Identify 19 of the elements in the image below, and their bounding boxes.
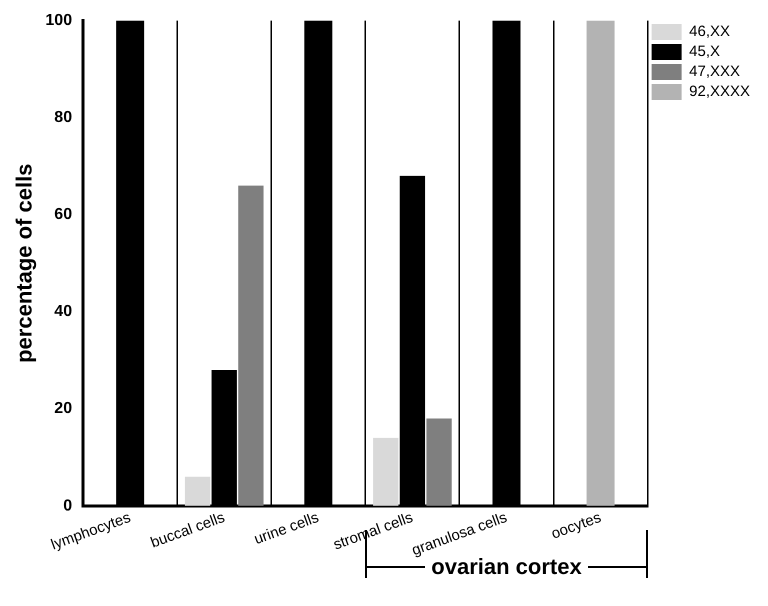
legend-label: 45,X <box>689 43 720 60</box>
bar <box>238 186 264 506</box>
y-tick-label: 100 <box>45 12 72 30</box>
x-tick-label: oocytes <box>549 508 604 543</box>
y-axis-title: percentage of cells <box>11 164 36 363</box>
x-tick-label: urine cells <box>252 508 322 548</box>
legend-label: 46,XX <box>689 23 730 40</box>
x-tick-label: buccal cells <box>148 508 228 552</box>
y-tick-label: 0 <box>63 497 72 514</box>
y-tick-label: 20 <box>54 400 72 418</box>
bar <box>373 438 398 506</box>
y-tick-label: 60 <box>54 206 72 224</box>
y-tick-label: 40 <box>54 303 72 320</box>
legend-label: 92,XXXX <box>689 83 750 100</box>
bar <box>586 20 615 506</box>
bar <box>426 418 452 506</box>
legend-label: 47,XXX <box>689 63 740 80</box>
bar <box>184 476 210 506</box>
y-tick-label: 80 <box>54 109 72 126</box>
